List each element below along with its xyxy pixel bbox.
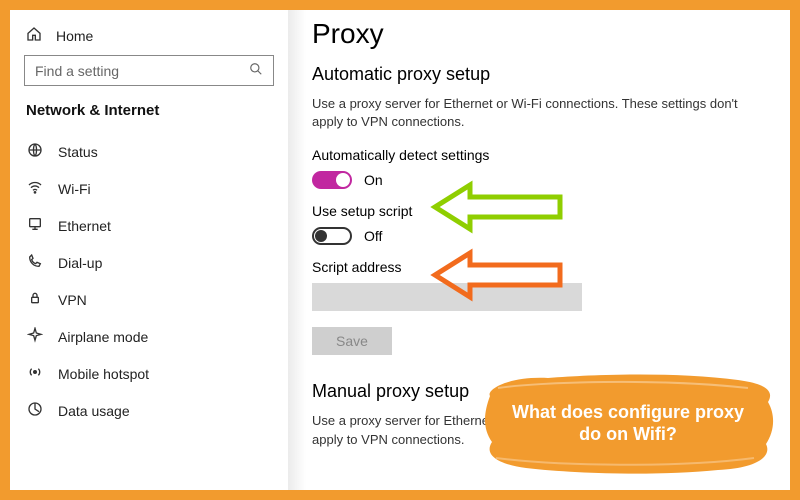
toggle-knob <box>315 230 327 242</box>
sidebar-item-label: Data usage <box>58 403 130 419</box>
section-title: Network & Internet <box>26 102 290 119</box>
auto-description: Use a proxy server for Ethernet or Wi-Fi… <box>312 95 752 131</box>
sidebar-item-datausage[interactable]: Data usage <box>24 392 290 429</box>
script-address-input[interactable] <box>312 283 582 311</box>
sidebar-item-status[interactable]: Status <box>24 133 290 170</box>
home-icon <box>26 26 42 45</box>
search-icon <box>249 62 263 79</box>
main-panel: Proxy Automatic proxy setup Use a proxy … <box>290 10 790 490</box>
search-input[interactable]: Find a setting <box>24 55 274 86</box>
manual-description: Use a proxy server for Ethernet or Wi-Fi… <box>312 412 752 448</box>
detect-toggle-row: On <box>312 171 768 189</box>
script-toggle[interactable] <box>312 227 352 245</box>
dialup-icon <box>26 253 44 272</box>
sidebar-item-ethernet[interactable]: Ethernet <box>24 207 290 244</box>
airplane-icon <box>26 327 44 346</box>
datausage-icon <box>26 401 44 420</box>
script-toggle-row: Off <box>312 227 768 245</box>
page-title: Proxy <box>312 18 768 50</box>
script-state: Off <box>364 228 382 244</box>
detect-label: Automatically detect settings <box>312 147 768 163</box>
auto-heading: Automatic proxy setup <box>312 64 768 85</box>
sidebar-item-label: Status <box>58 144 98 160</box>
ethernet-icon <box>26 216 44 235</box>
sidebar-item-label: Mobile hotspot <box>58 366 149 382</box>
sidebar-item-label: Wi-Fi <box>58 181 91 197</box>
sidebar: Home Find a setting Network & Internet S… <box>10 10 290 490</box>
sidebar-item-wifi[interactable]: Wi-Fi <box>24 170 290 207</box>
home-label: Home <box>56 28 93 44</box>
sidebar-item-vpn[interactable]: VPN <box>24 281 290 318</box>
detect-toggle[interactable] <box>312 171 352 189</box>
hotspot-icon <box>26 364 44 383</box>
manual-heading: Manual proxy setup <box>312 381 768 402</box>
app-frame: Home Find a setting Network & Internet S… <box>0 0 800 500</box>
sidebar-item-dialup[interactable]: Dial-up <box>24 244 290 281</box>
script-address-label: Script address <box>312 259 768 275</box>
sidebar-item-label: Dial-up <box>58 255 102 271</box>
detect-state: On <box>364 172 383 188</box>
sidebar-item-hotspot[interactable]: Mobile hotspot <box>24 355 290 392</box>
toggle-knob <box>336 173 350 187</box>
save-button[interactable]: Save <box>312 327 392 355</box>
sidebar-item-airplane[interactable]: Airplane mode <box>24 318 290 355</box>
sidebar-item-label: Ethernet <box>58 218 111 234</box>
home-link[interactable]: Home <box>26 26 290 45</box>
status-icon <box>26 142 44 161</box>
vpn-icon <box>26 290 44 309</box>
search-placeholder: Find a setting <box>35 63 119 79</box>
script-label: Use setup script <box>312 203 768 219</box>
wifi-icon <box>26 179 44 198</box>
sidebar-item-label: VPN <box>58 292 87 308</box>
sidebar-item-label: Airplane mode <box>58 329 148 345</box>
